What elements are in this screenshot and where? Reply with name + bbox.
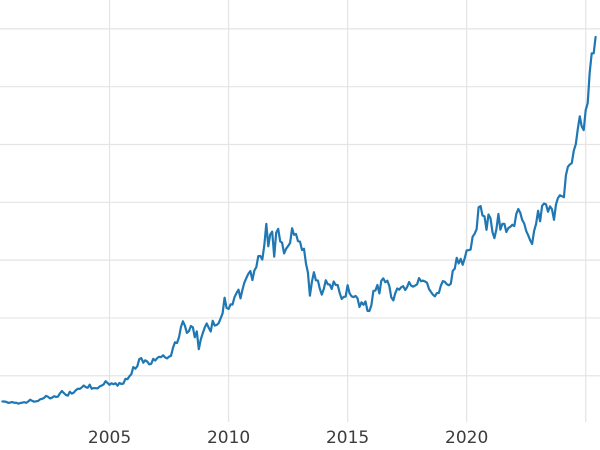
x-tick-label: 2020 — [445, 428, 488, 448]
x-tick-label: 2010 — [207, 428, 250, 448]
price-series-line — [1, 35, 597, 405]
x-tick-label: 2015 — [326, 428, 369, 448]
x-tick-label: 2005 — [88, 428, 131, 448]
